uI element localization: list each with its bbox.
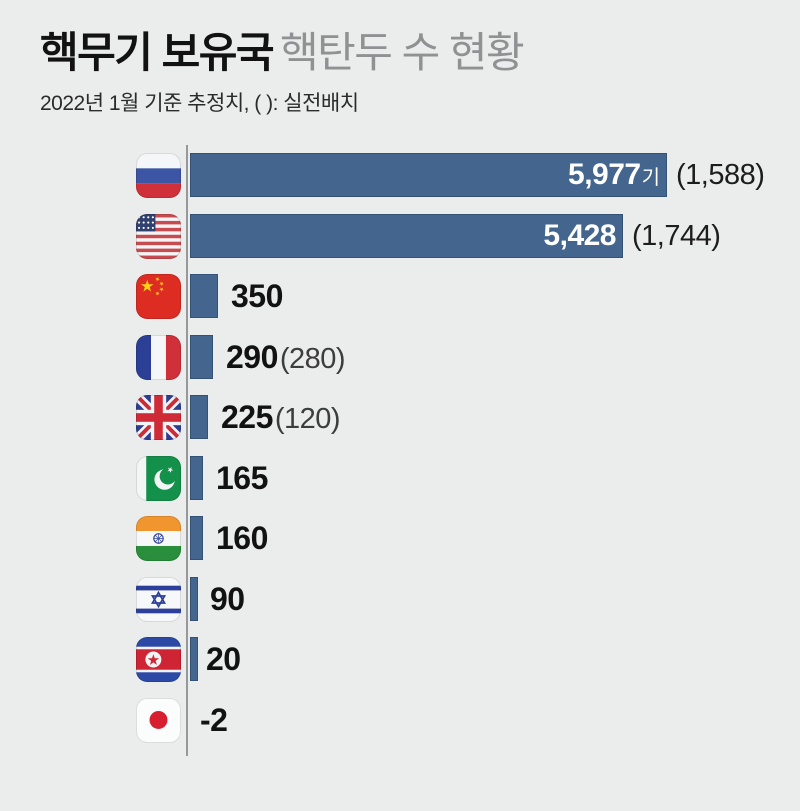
bar-row-russia: 5,977기 (1,588) (0, 153, 800, 198)
bar-inside-label: 5,428 (543, 218, 616, 252)
bar-row-north-korea: 20 (0, 637, 800, 682)
bar-russia: 5,977기 (190, 153, 667, 197)
bar-outside-label: 165 (216, 456, 268, 507)
total-value: 90 (210, 580, 245, 617)
total-value: 350 (231, 278, 283, 314)
total-value: 290 (226, 338, 278, 375)
bar-row-usa: 5,428 (1,744) (0, 213, 800, 259)
bar-north-korea (190, 637, 198, 681)
bar-outside-label: 350 (231, 274, 283, 325)
bar-outside-label: 90 (210, 577, 245, 628)
page-title: 핵무기 보유국 핵탄두 수 현황 (40, 29, 760, 76)
deployed-value: (280) (279, 342, 346, 375)
deployed-value: (1,588) (676, 159, 765, 191)
bar-outside-label: 160 (216, 516, 268, 567)
bar-outside-label: 290(280) (226, 335, 346, 386)
bar-pakistan (190, 455, 203, 500)
title-bold: 핵무기 보유국 (40, 29, 275, 76)
bar-row-china: 350 (0, 274, 800, 319)
axis-line (186, 145, 188, 756)
flag-usa-icon (136, 213, 181, 259)
bar-usa: 5,428 (190, 213, 623, 258)
bar-row-france: 290(280) (0, 334, 800, 380)
flag-japan-icon (136, 697, 181, 743)
bar-row-israel: 90 (0, 576, 800, 622)
bar-row-japan: -2 (0, 697, 800, 743)
total-value: -2 (200, 701, 228, 738)
bar-row-india: 160 (0, 516, 800, 561)
title-subtext: 핵탄두 수 현황 (280, 29, 525, 76)
flag-india-icon (136, 516, 181, 561)
flag-china-icon (136, 274, 181, 319)
bar-uk (190, 395, 208, 439)
chart-subtitle: 2022년 1월 기준 추정치, ( ): 실전배치 (40, 92, 359, 116)
unit-suffix: 기 (641, 167, 660, 189)
total-value: 5,428 (543, 218, 616, 252)
total-value: 160 (216, 520, 268, 556)
deployed-value: (1,744) (632, 219, 721, 252)
bar-row-uk: 225(120) (0, 395, 800, 440)
bar-outside-label: 20 (206, 637, 241, 688)
bar-india (190, 516, 203, 560)
flag-france-icon (136, 334, 181, 380)
flag-uk-icon (136, 395, 181, 440)
bar-china (190, 274, 218, 318)
deployed-value: (120) (274, 403, 341, 435)
flag-israel-icon (136, 576, 181, 622)
bar-outside-label: -2 (200, 698, 228, 749)
total-value: 225 (221, 399, 273, 435)
bar-row-pakistan: 165 (0, 455, 800, 501)
bar-chart: 5,977기 (1,588) 5,428 (1,744) 350 290(280) 225(… (0, 145, 800, 785)
flag-russia-icon (136, 153, 181, 198)
bar-outside-label: 225(120) (221, 395, 341, 446)
header: 핵무기 보유국 핵탄두 수 현황 2022년 1월 기준 추정치, ( ): 실전… (40, 29, 760, 117)
bar-inside-label: 5,977기 (568, 160, 660, 190)
bar-france (190, 334, 213, 379)
total-value: 20 (206, 641, 241, 677)
flag-north-korea-icon (136, 637, 181, 682)
total-value: 165 (216, 459, 268, 496)
total-value: 5,977 (568, 158, 641, 191)
bar-israel (190, 576, 198, 621)
flag-pakistan-icon (136, 455, 181, 501)
